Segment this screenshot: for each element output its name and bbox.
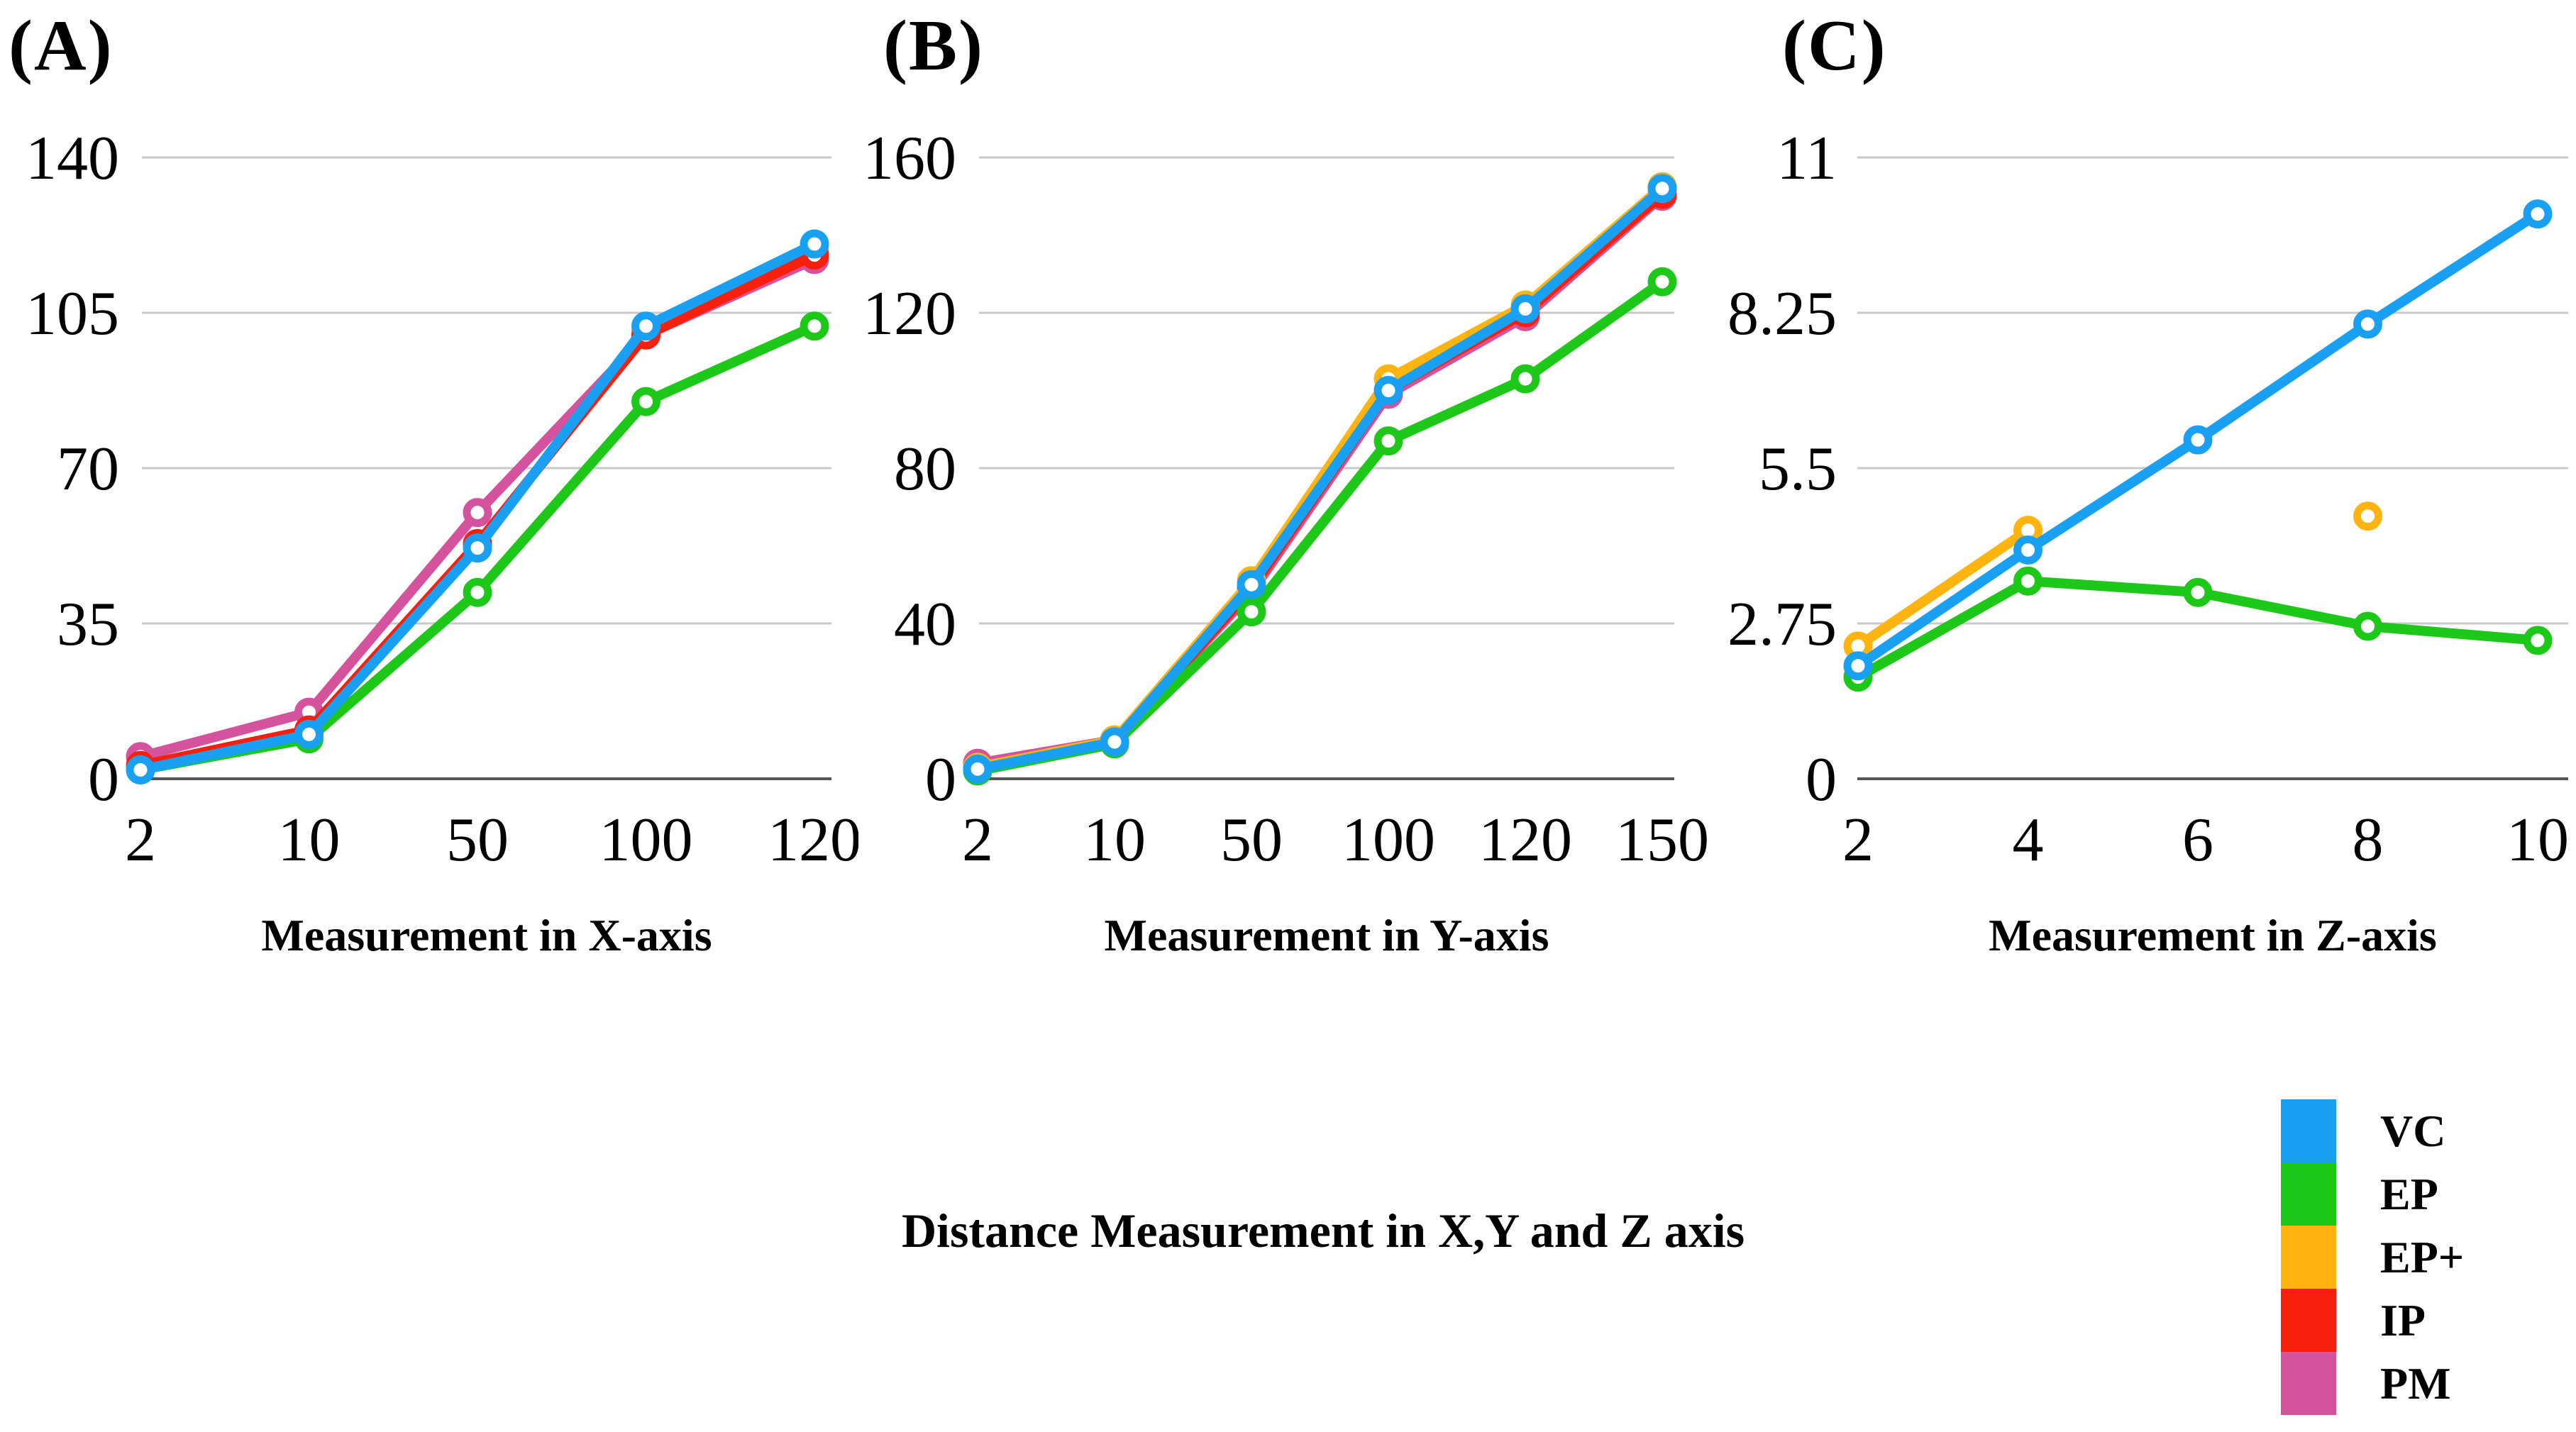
data-point-vc xyxy=(1373,376,1403,405)
data-point-vc xyxy=(2013,535,2042,565)
data-point-vc xyxy=(1237,570,1266,599)
x-tick-label: 10 xyxy=(1083,806,1146,875)
y-tick-label: 120 xyxy=(863,279,956,348)
legend-label-ep-plus: EP+ xyxy=(2380,1232,2465,1282)
x-tick-label: 120 xyxy=(1478,806,1572,875)
data-point-vc xyxy=(463,533,492,563)
series-line-ep xyxy=(973,277,1667,777)
data-point-ep xyxy=(2353,611,2382,641)
x-axis-title-c: Measurement in Z-axis xyxy=(1989,910,2437,960)
data-point-vc xyxy=(294,719,324,749)
data-point-vc xyxy=(2183,425,2213,455)
data-point-ep xyxy=(463,577,492,607)
x-tick-label: 150 xyxy=(1615,806,1709,875)
chart-b-plot: 160 120 80 40 02 10 50 100 120 150 xyxy=(863,124,1709,875)
data-point-vc xyxy=(963,754,993,784)
panel-label-a: (A) xyxy=(9,6,114,86)
data-point-ep-plus xyxy=(2353,501,2382,531)
legend-item-ep: EP xyxy=(2281,1162,2464,1226)
chart-panel-b: 160 120 80 40 0 2 10 50 100 120 150 (B) Measuremen… xyxy=(858,0,1717,1028)
y-tick-label: 0 xyxy=(88,745,119,814)
data-point-pm xyxy=(463,498,492,528)
data-point-ep xyxy=(2523,626,2553,655)
y-tick-label: 80 xyxy=(894,435,956,504)
legend-label-pm: PM xyxy=(2380,1358,2451,1409)
figure-title: Distance Measurement in X,Y and Z axis xyxy=(901,1204,1745,1258)
y-tick-label: 35 xyxy=(57,590,119,659)
legend: VC EP EP+ IP PM xyxy=(2281,1099,2464,1415)
y-tick-label: 70 xyxy=(57,435,119,504)
y-tick-label: 0 xyxy=(925,745,956,814)
chart-panel-c: 11 8.25 5.5 2.75 0 2 4 6 8 10 (C) Measurement in … xyxy=(1717,0,2576,1028)
legend-item-vc: VC xyxy=(2281,1099,2464,1162)
y-tick-label: 5.5 xyxy=(1759,435,1837,504)
data-point-ep xyxy=(1647,267,1677,296)
data-point-ep xyxy=(2013,566,2042,596)
legend-swatch-vc xyxy=(2281,1099,2336,1162)
x-axis-title-a: Measurement in X-axis xyxy=(261,910,712,960)
legend-label-ip: IP xyxy=(2380,1295,2426,1345)
data-point-ep xyxy=(631,387,660,416)
data-point-vc xyxy=(1843,651,1873,681)
chart-c-plot: 11 8.25 5.5 2.75 02 4 6 8 10 xyxy=(1728,124,2569,875)
y-tick-label: 2.75 xyxy=(1728,590,1837,659)
y-tick-label: 8.25 xyxy=(1728,279,1837,348)
data-point-vc xyxy=(1100,727,1129,757)
data-point-ep xyxy=(800,311,829,341)
data-point-ep xyxy=(1237,597,1266,627)
x-tick-label: 100 xyxy=(1342,806,1435,875)
data-point-vc xyxy=(2353,309,2382,339)
y-tick-label: 11 xyxy=(1776,124,1837,193)
data-point-vc xyxy=(631,311,660,341)
panel-label-b: (B) xyxy=(883,6,984,86)
series-line-ep-plus xyxy=(1853,525,2033,651)
x-tick-label: 10 xyxy=(278,806,341,875)
chart-panel-a: 140 105 70 35 0 2 10 50 100 120 (A) Measurement i… xyxy=(0,0,858,1028)
x-tick-label: 100 xyxy=(599,806,693,875)
data-point-vc xyxy=(1510,294,1540,324)
data-point-vc xyxy=(126,755,155,784)
data-point-ep xyxy=(2183,577,2213,607)
legend-swatch-ep xyxy=(2281,1162,2336,1226)
x-tick-label: 6 xyxy=(2182,806,2213,875)
legend-swatch-ep-plus xyxy=(2281,1226,2336,1289)
legend-item-ip: IP xyxy=(2281,1289,2464,1352)
x-tick-label: 120 xyxy=(768,806,858,875)
legend-item-ep-plus: EP+ xyxy=(2281,1226,2464,1289)
y-tick-label: 105 xyxy=(26,279,119,348)
panel-label-c: (C) xyxy=(1782,6,1887,86)
x-axis-title-b: Measurement in Y-axis xyxy=(1104,910,1549,960)
y-tick-label: 0 xyxy=(1806,745,1837,814)
x-tick-label: 2 xyxy=(125,806,156,875)
y-tick-label: 40 xyxy=(894,590,956,659)
y-tick-label: 160 xyxy=(863,124,956,193)
x-tick-label: 10 xyxy=(2506,806,2569,875)
data-point-vc xyxy=(2523,199,2553,229)
x-tick-label: 2 xyxy=(962,806,993,875)
legend-label-vc: VC xyxy=(2380,1106,2446,1156)
series-line-vc xyxy=(973,183,1667,775)
x-tick-label: 50 xyxy=(446,806,509,875)
legend-swatch-ip xyxy=(2281,1289,2336,1352)
x-tick-label: 4 xyxy=(2013,806,2044,875)
legend-swatch-pm xyxy=(2281,1352,2336,1415)
legend-label-ep: EP xyxy=(2380,1169,2438,1219)
data-point-vc xyxy=(1647,174,1677,204)
x-tick-label: 2 xyxy=(1842,806,1874,875)
y-tick-label: 140 xyxy=(26,124,119,193)
legend-item-pm: PM xyxy=(2281,1352,2464,1415)
data-point-ep xyxy=(1373,426,1403,456)
chart-a-plot: 140 105 70 35 02 10 50 100 120 xyxy=(26,124,858,875)
data-point-vc xyxy=(800,229,829,259)
x-tick-label: 50 xyxy=(1220,806,1283,875)
x-tick-label: 8 xyxy=(2353,806,2384,875)
data-point-ep xyxy=(1510,364,1540,394)
